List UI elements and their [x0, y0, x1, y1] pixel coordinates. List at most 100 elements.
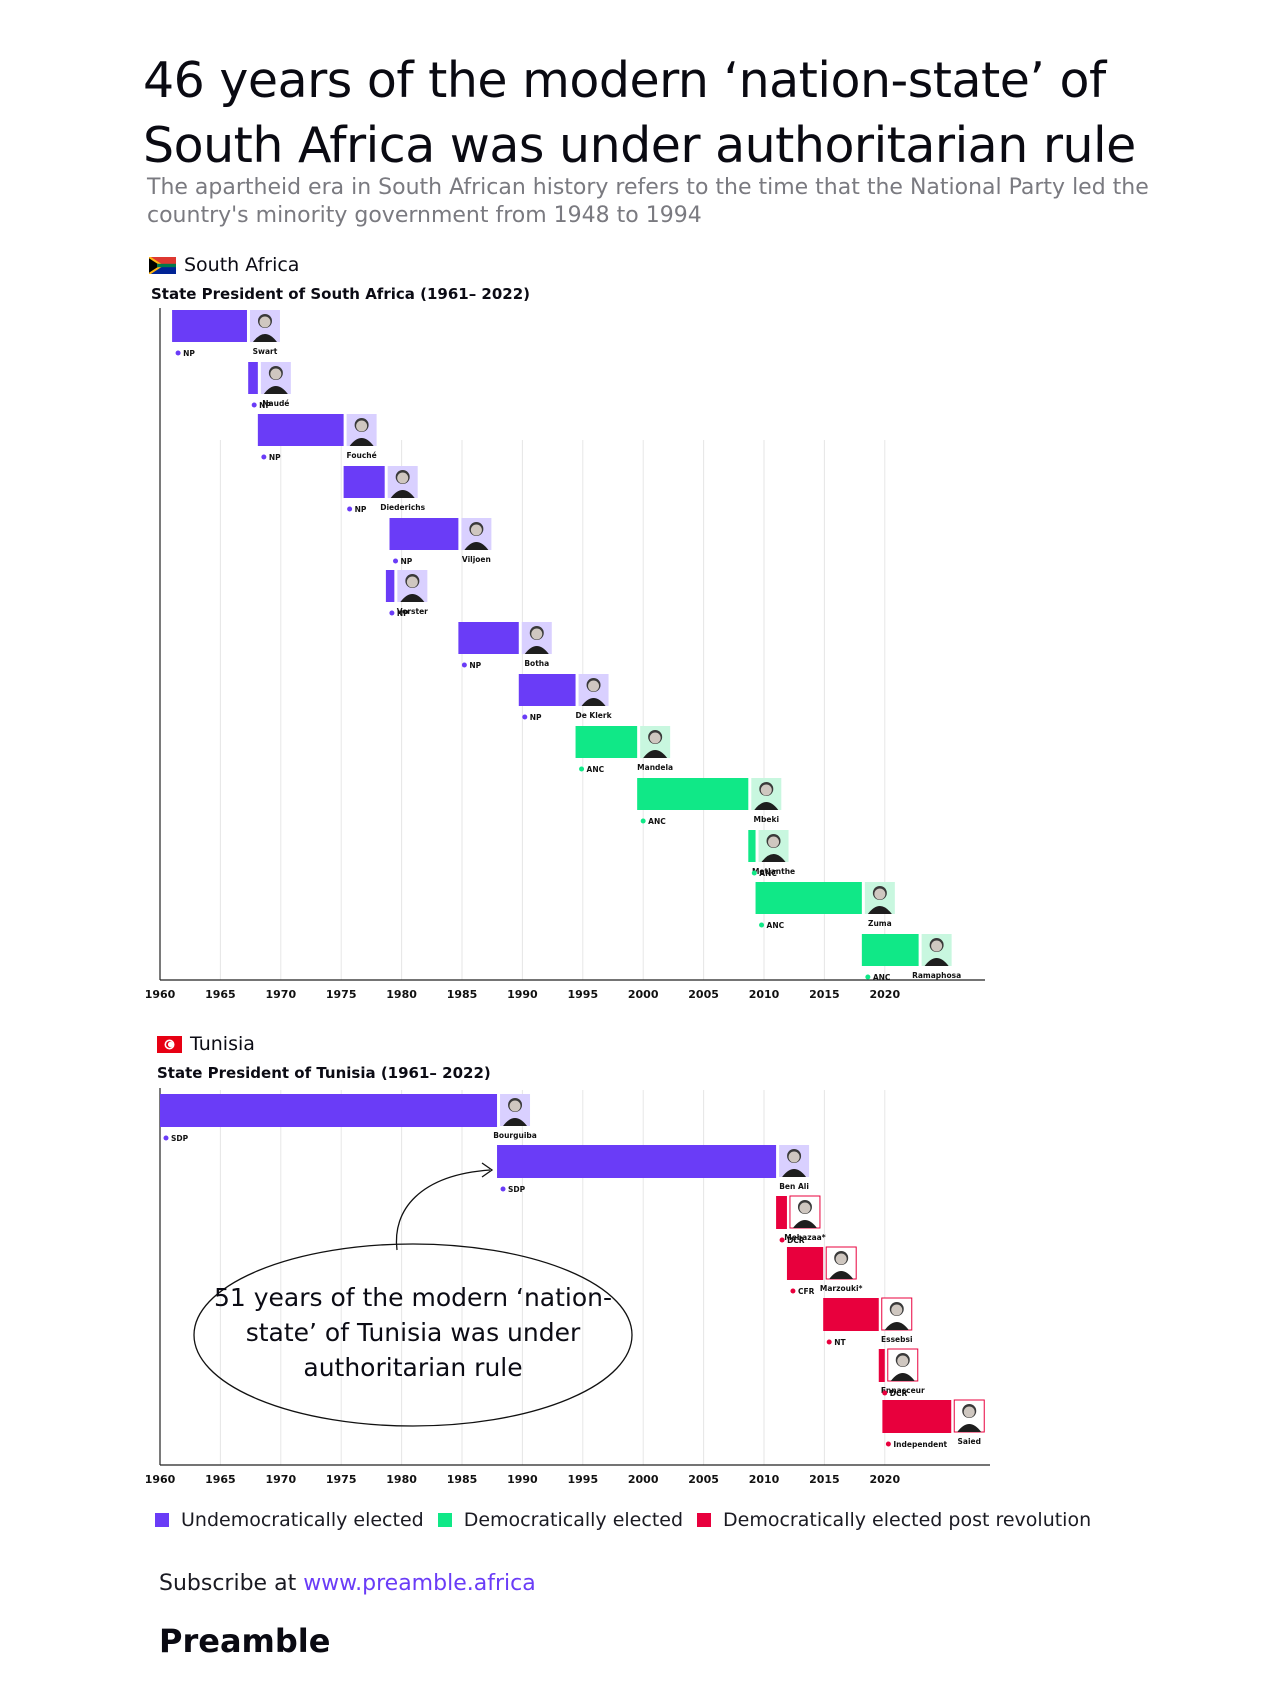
- portrait-icon: [825, 1246, 857, 1280]
- party-logo-icon: [500, 1186, 506, 1192]
- party-label: NP: [389, 609, 409, 618]
- portrait-icon: [779, 1145, 810, 1177]
- party-name-label: ANC: [759, 869, 777, 878]
- bar-ennacceur: [878, 1349, 885, 1382]
- party-name-label: NP: [259, 401, 271, 410]
- leader-name-label: Vorster: [397, 607, 428, 616]
- party-name-label: NP: [530, 713, 542, 722]
- x-tick-label: 2020: [869, 1473, 900, 1486]
- party-name-label: NP: [401, 557, 413, 566]
- leader-name-label: Zuma: [868, 919, 892, 928]
- legend-swatch-icon: [697, 1513, 712, 1527]
- leader-name-label: Essebsi: [881, 1335, 913, 1344]
- x-tick-label: 2010: [749, 1473, 780, 1486]
- portrait-icon: [640, 726, 671, 758]
- bar-de-klerk: [518, 674, 576, 706]
- party-label: SDP: [500, 1185, 526, 1194]
- bar-fouch-: [257, 414, 344, 446]
- party-name-label: DCR: [890, 1389, 908, 1398]
- x-tick-label: 2000: [628, 988, 659, 1001]
- x-tick-label: 1965: [205, 1473, 236, 1486]
- leader-name-label: Viljoen: [462, 555, 491, 564]
- x-tick-label: 1995: [567, 988, 598, 1001]
- party-logo-icon: [751, 870, 757, 876]
- leader-name-label: Motlanthe: [752, 867, 795, 876]
- party-logo-icon: [790, 1288, 796, 1294]
- chart-title-tunisia: State President of Tunisia (1961– 2022): [157, 1064, 491, 1082]
- party-logo-icon: [759, 922, 765, 928]
- party-label: DCR: [779, 1236, 805, 1245]
- bar-swart: [172, 310, 247, 342]
- x-tick-label: 2020: [869, 988, 900, 1001]
- party-logo-icon: [640, 818, 646, 824]
- bar-vorster: [385, 570, 395, 602]
- party-logo-icon: [251, 402, 257, 408]
- bar-bourguiba: [160, 1094, 498, 1127]
- party-label: NP: [522, 713, 542, 722]
- x-tick-label: 1970: [265, 1473, 296, 1486]
- bar-botha: [458, 622, 519, 654]
- subscribe-link[interactable]: www.preamble.africa: [303, 1571, 536, 1596]
- x-tick-label: 2010: [749, 988, 780, 1001]
- leader-name-label: Saied: [957, 1437, 981, 1446]
- party-name-label: NT: [834, 1338, 846, 1347]
- legend-swatch-icon: [437, 1513, 452, 1527]
- leader-name-label: Bourguiba: [493, 1131, 537, 1140]
- brand-logo: Preamble: [159, 1622, 331, 1660]
- party-name-label: NP: [469, 661, 481, 670]
- party-logo-icon: [347, 506, 353, 512]
- party-logo-icon: [579, 766, 585, 772]
- x-tick-label: 2015: [809, 988, 840, 1001]
- party-label: NP: [461, 661, 482, 670]
- bar-saied: [882, 1400, 952, 1433]
- portrait-icon: [864, 882, 895, 914]
- x-tick-label: 2000: [628, 1473, 659, 1486]
- portrait-icon: [521, 622, 552, 654]
- party-label: NP: [175, 349, 195, 358]
- country-name: Tunisia: [190, 1033, 255, 1055]
- bar-viljoen: [389, 518, 459, 550]
- chart-title-south-africa: State President of South Africa (1961– 2…: [151, 285, 531, 303]
- party-label: NT: [826, 1338, 846, 1347]
- bar-essebsi: [823, 1298, 879, 1331]
- page-title: 46 years of the modern ‘nation-state’ of…: [143, 52, 1136, 174]
- party-name-label: NP: [269, 453, 281, 462]
- legend-item-post-revolution: Democratically elected post revolution: [697, 1509, 1091, 1531]
- party-logo-icon: [779, 1237, 785, 1243]
- party-logo-icon: [393, 558, 399, 564]
- party-label: ANC: [640, 817, 666, 826]
- leader-name-label: Mandela: [637, 763, 673, 772]
- tunisia-flag-icon: [157, 1035, 182, 1053]
- legend-item-undemocratic: Undemocratically elected: [155, 1509, 424, 1531]
- x-tick-label: 2015: [809, 1473, 840, 1486]
- party-logo-icon: [261, 454, 267, 460]
- portrait-icon: [887, 1348, 919, 1382]
- party-logo-icon: [826, 1339, 832, 1345]
- legend: Undemocratically elected Democratically …: [155, 1509, 1105, 1531]
- portrait-icon: [397, 570, 428, 602]
- party-name-label: NP: [183, 349, 195, 358]
- chart-south-africa: 1960 1965 1970 1975 1980 1985 1990 1995 2000 2005…: [145, 308, 985, 1001]
- party-label: SDP: [163, 1134, 189, 1143]
- party-name-label: SDP: [171, 1134, 189, 1143]
- leader-name-label: Naudé: [262, 399, 289, 408]
- x-tick-label: 2005: [688, 1473, 719, 1486]
- party-label: NP: [261, 453, 281, 462]
- leader-name-label: Diederichs: [380, 503, 425, 512]
- party-name-label: NP: [397, 609, 409, 618]
- party-logo-icon: [865, 974, 871, 980]
- party-name-label: ANC: [767, 921, 785, 930]
- leader-name-label: Mbeki: [754, 815, 779, 824]
- portrait-icon: [346, 414, 377, 446]
- portrait-icon: [461, 518, 492, 550]
- x-tick-label: 1960: [145, 1473, 176, 1486]
- portrait-icon: [578, 674, 609, 706]
- bar-mbeki: [637, 778, 749, 810]
- party-label: Independent: [885, 1440, 948, 1449]
- portrait-icon: [921, 934, 952, 966]
- leader-name-label: Fouché: [347, 451, 377, 460]
- party-name-label: ANC: [873, 973, 891, 982]
- party-name-label: DCR: [787, 1236, 805, 1245]
- bar-motlanthe: [748, 830, 756, 862]
- chart-tunisia: 1960 1965 1970 1975 1980 1985 1990 1995 2000 2005…: [145, 1088, 990, 1486]
